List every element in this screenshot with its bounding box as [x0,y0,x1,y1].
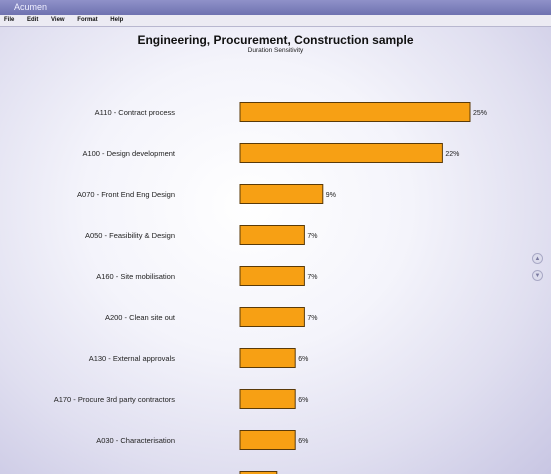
value-label: 6% [298,356,308,363]
value-label: 9% [326,192,336,199]
category-label: A170 - Procure 3rd party contractors [54,395,176,404]
menu-help[interactable]: Help [110,17,124,23]
menu-edit[interactable]: Edit [27,17,39,23]
menu-format[interactable]: Format [77,17,98,23]
value-label: 6% [298,397,308,404]
category-label: A030 - Characterisation [96,436,175,445]
bar[interactable] [239,266,305,286]
bar[interactable] [239,143,443,163]
category-label: A110 - Contract process [95,108,176,117]
category-label: A160 - Site mobilisation [96,272,175,281]
category-label: A050 - Feasibility & Design [85,231,175,240]
value-label: 7% [307,315,317,322]
menu-file[interactable]: File [4,17,15,23]
menu-bar: File Edit View Format Help [0,15,551,27]
value-label: 6% [298,438,308,445]
chevron-down-icon: ▼ [534,273,541,279]
category-label: A130 - External approvals [89,354,176,363]
category-label: A200 - Clean site out [105,313,176,322]
chart-title: Engineering, Procurement, Construction s… [137,33,414,47]
value-label: 25% [473,110,487,117]
chart-area: Engineering, Procurement, Construction s… [0,27,551,474]
bar[interactable] [239,184,324,204]
bar[interactable] [239,348,296,368]
value-label: 7% [307,274,317,281]
category-label: A070 - Front End Eng Design [77,190,175,199]
value-label: 7% [307,233,317,240]
value-label: 22% [445,151,459,158]
menu-view[interactable]: View [51,17,65,23]
bar[interactable] [239,225,305,245]
scroll-up-button[interactable]: ▲ [532,253,543,264]
scroll-down-button[interactable]: ▼ [532,270,543,281]
bar[interactable] [239,430,296,450]
bar[interactable] [239,307,305,327]
category-label: A100 - Design development [82,149,175,158]
bar[interactable] [239,471,278,474]
chevron-up-icon: ▲ [534,256,541,262]
window-title: Acumen [14,2,48,12]
sensitivity-chart: A110 - Contract process 25% A100 - Design … [54,102,487,474]
chart-subtitle: Duration Sensitivity [247,47,304,54]
bar[interactable] [239,389,296,409]
bar[interactable] [239,102,471,122]
window-titlebar: Acumen [0,0,551,15]
